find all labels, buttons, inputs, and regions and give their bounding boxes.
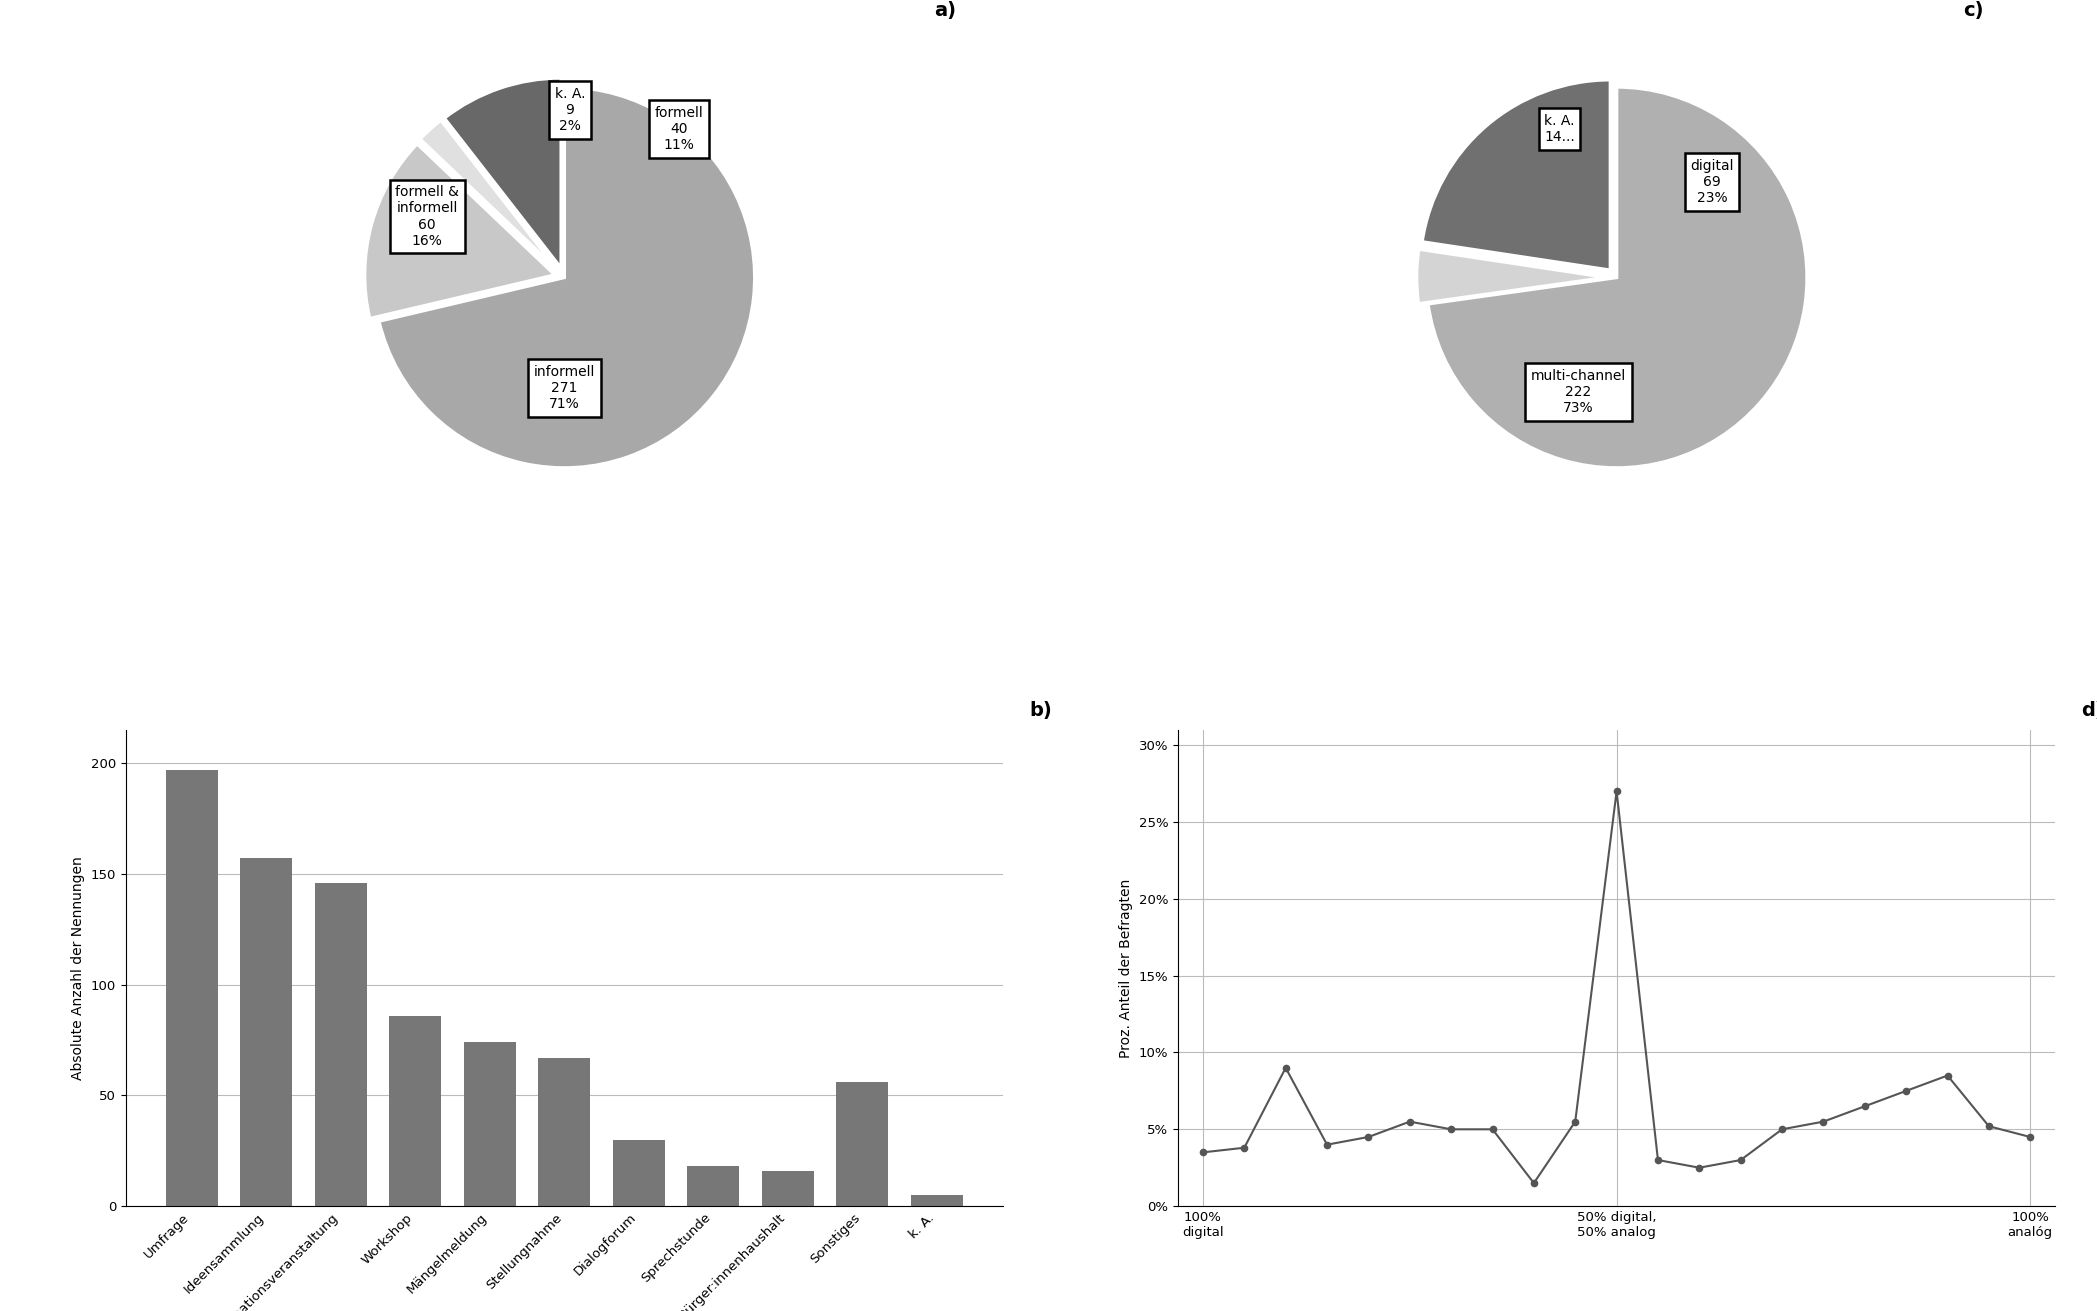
Wedge shape bbox=[1418, 249, 1606, 304]
Wedge shape bbox=[445, 77, 562, 269]
Y-axis label: Proz. Anteil der Befragten: Proz. Anteil der Befragten bbox=[1120, 878, 1132, 1058]
Bar bbox=[166, 770, 218, 1206]
Text: formell
40
11%: formell 40 11% bbox=[654, 106, 702, 152]
Text: formell &
informell
60
16%: formell & informell 60 16% bbox=[394, 185, 459, 248]
Wedge shape bbox=[1428, 87, 1808, 468]
Y-axis label: Absolute Anzahl der Nennungen: Absolute Anzahl der Nennungen bbox=[71, 856, 86, 1080]
Text: digital
69
23%: digital 69 23% bbox=[1690, 159, 1734, 206]
Bar bbox=[315, 882, 367, 1206]
Bar bbox=[688, 1167, 740, 1206]
Bar bbox=[612, 1139, 665, 1206]
Text: b): b) bbox=[1030, 701, 1053, 720]
Text: informell
271
71%: informell 271 71% bbox=[533, 364, 596, 412]
Wedge shape bbox=[380, 87, 755, 468]
Wedge shape bbox=[419, 121, 558, 270]
Text: multi-channel
222
73%: multi-channel 222 73% bbox=[1531, 368, 1625, 416]
Bar bbox=[910, 1196, 963, 1206]
Bar bbox=[539, 1058, 591, 1206]
Text: c): c) bbox=[1963, 1, 1984, 20]
Text: a): a) bbox=[935, 1, 956, 20]
Text: d): d) bbox=[2082, 701, 2097, 720]
Bar bbox=[837, 1082, 889, 1206]
Text: k. A.
14...: k. A. 14... bbox=[1543, 114, 1575, 144]
Bar bbox=[463, 1042, 516, 1206]
Bar bbox=[761, 1171, 814, 1206]
Wedge shape bbox=[1422, 80, 1610, 270]
Bar bbox=[390, 1016, 440, 1206]
Wedge shape bbox=[365, 144, 556, 319]
Bar bbox=[241, 859, 291, 1206]
Text: k. A.
9
2%: k. A. 9 2% bbox=[556, 87, 585, 132]
